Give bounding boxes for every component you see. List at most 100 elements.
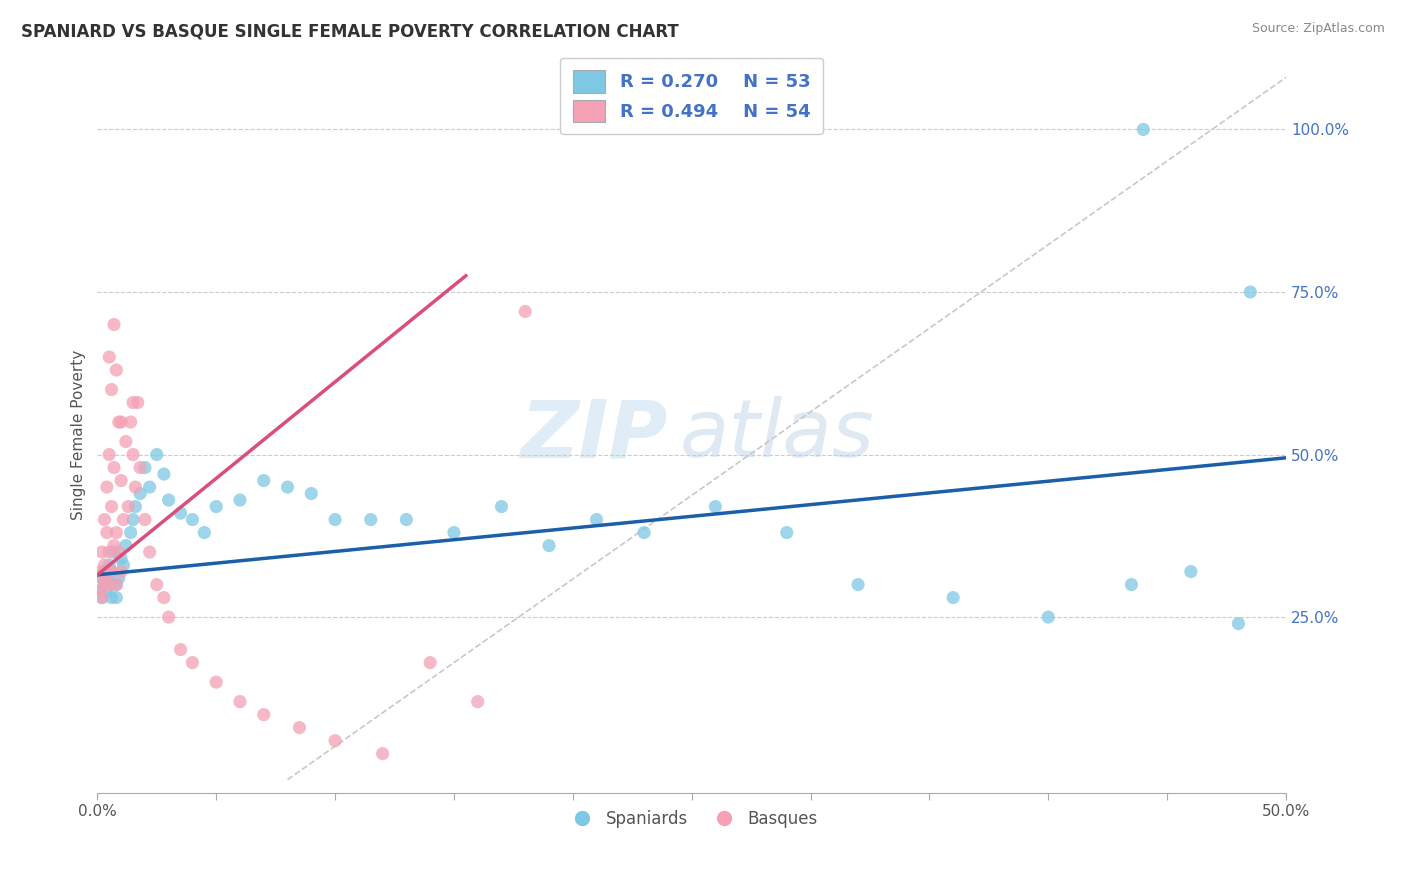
- Spaniards: [1227, 616, 1250, 631]
- Spaniards: [633, 525, 655, 540]
- Basques: [129, 460, 152, 475]
- Spaniards: [105, 577, 128, 591]
- Basques: [98, 448, 121, 462]
- Basques: [91, 571, 114, 585]
- Basques: [127, 395, 149, 409]
- Basques: [122, 448, 145, 462]
- Spaniards: [96, 584, 118, 599]
- Spaniards: [112, 558, 135, 573]
- Text: SPANIARD VS BASQUE SINGLE FEMALE POVERTY CORRELATION CHART: SPANIARD VS BASQUE SINGLE FEMALE POVERTY…: [21, 22, 679, 40]
- Basques: [105, 525, 128, 540]
- Basques: [288, 721, 311, 735]
- Basques: [100, 383, 122, 397]
- Spaniards: [491, 500, 513, 514]
- Basques: [107, 415, 129, 429]
- Text: ZIP: ZIP: [520, 396, 668, 474]
- Basques: [115, 434, 138, 449]
- Spaniards: [205, 500, 228, 514]
- Spaniards: [942, 591, 965, 605]
- Basques: [103, 460, 125, 475]
- Spaniards: [181, 512, 204, 526]
- Basques: [91, 591, 114, 605]
- Spaniards: [169, 506, 191, 520]
- Spaniards: [93, 577, 115, 591]
- Spaniards: [1132, 122, 1154, 136]
- Spaniards: [395, 512, 418, 526]
- Basques: [146, 577, 169, 591]
- Spaniards: [107, 571, 129, 585]
- Spaniards: [138, 480, 160, 494]
- Basques: [93, 577, 115, 591]
- Basques: [98, 350, 121, 364]
- Basques: [100, 565, 122, 579]
- Spaniards: [89, 584, 111, 599]
- Spaniards: [299, 486, 322, 500]
- Spaniards: [98, 558, 121, 573]
- Basques: [93, 558, 115, 573]
- Spaniards: [146, 448, 169, 462]
- Spaniards: [229, 493, 252, 508]
- Text: atlas: atlas: [679, 396, 875, 474]
- Spaniards: [96, 571, 118, 585]
- Spaniards: [105, 591, 128, 605]
- Spaniards: [103, 545, 125, 559]
- Y-axis label: Single Female Poverty: Single Female Poverty: [72, 350, 86, 520]
- Basques: [110, 415, 132, 429]
- Spaniards: [1239, 285, 1261, 299]
- Spaniards: [537, 539, 560, 553]
- Basques: [205, 675, 228, 690]
- Basques: [96, 525, 118, 540]
- Spaniards: [193, 525, 215, 540]
- Spaniards: [776, 525, 799, 540]
- Basques: [89, 584, 111, 599]
- Spaniards: [360, 512, 382, 526]
- Basques: [181, 656, 204, 670]
- Spaniards: [1121, 577, 1143, 591]
- Spaniards: [443, 525, 465, 540]
- Basques: [157, 610, 180, 624]
- Spaniards: [323, 512, 346, 526]
- Spaniards: [91, 571, 114, 585]
- Basques: [89, 565, 111, 579]
- Basques: [323, 733, 346, 747]
- Spaniards: [115, 539, 138, 553]
- Spaniards: [157, 493, 180, 508]
- Legend: Spaniards, Basques: Spaniards, Basques: [558, 803, 824, 834]
- Basques: [134, 512, 156, 526]
- Basques: [371, 747, 394, 761]
- Basques: [103, 318, 125, 332]
- Spaniards: [153, 467, 176, 481]
- Basques: [253, 707, 276, 722]
- Spaniards: [100, 591, 122, 605]
- Spaniards: [124, 500, 146, 514]
- Spaniards: [120, 525, 142, 540]
- Spaniards: [1180, 565, 1202, 579]
- Basques: [419, 656, 441, 670]
- Spaniards: [253, 474, 276, 488]
- Basques: [96, 480, 118, 494]
- Text: Source: ZipAtlas.com: Source: ZipAtlas.com: [1251, 22, 1385, 36]
- Basques: [124, 480, 146, 494]
- Spaniards: [277, 480, 299, 494]
- Spaniards: [704, 500, 727, 514]
- Basques: [107, 545, 129, 559]
- Spaniards: [110, 551, 132, 566]
- Basques: [110, 474, 132, 488]
- Spaniards: [122, 512, 145, 526]
- Spaniards: [129, 486, 152, 500]
- Basques: [98, 577, 121, 591]
- Basques: [169, 642, 191, 657]
- Basques: [105, 363, 128, 377]
- Basques: [98, 545, 121, 559]
- Basques: [100, 500, 122, 514]
- Basques: [91, 545, 114, 559]
- Basques: [120, 415, 142, 429]
- Basques: [467, 695, 489, 709]
- Spaniards: [98, 577, 121, 591]
- Spaniards: [100, 565, 122, 579]
- Basques: [110, 565, 132, 579]
- Spaniards: [93, 565, 115, 579]
- Basques: [117, 500, 139, 514]
- Spaniards: [91, 591, 114, 605]
- Basques: [96, 565, 118, 579]
